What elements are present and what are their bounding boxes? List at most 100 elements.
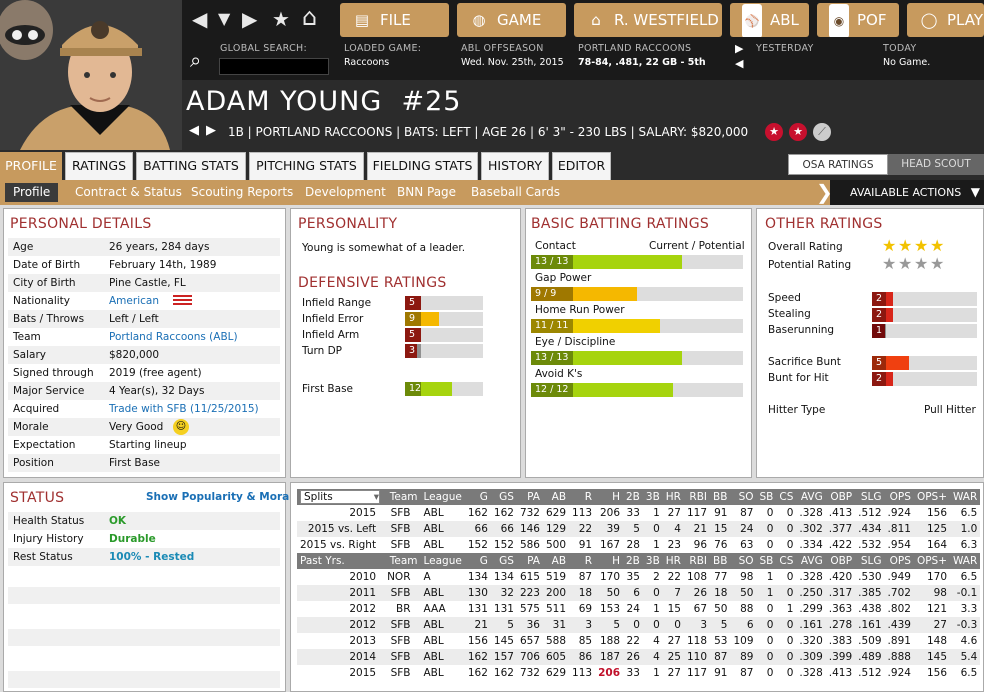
next-player-icon[interactable]: ▶ bbox=[206, 123, 216, 138]
stats-cell: 66 bbox=[490, 521, 517, 537]
stats-cell: 4 bbox=[642, 649, 663, 665]
empty-row bbox=[8, 587, 280, 604]
tab-ratings[interactable]: RATINGS bbox=[65, 152, 133, 180]
stats-cell: 24 bbox=[730, 521, 757, 537]
stats-cell: 32 bbox=[490, 585, 517, 601]
personal-value: 26 years, 284 days bbox=[109, 241, 210, 253]
team-record: 78-84, .481, 22 GB - 5th bbox=[578, 57, 706, 68]
stats-cell: .363 bbox=[828, 603, 853, 615]
prev-day-arrow-icon[interactable]: ◀ bbox=[735, 57, 744, 70]
search-input[interactable] bbox=[219, 58, 329, 75]
personal-key: Signed through bbox=[13, 367, 94, 379]
subtab-profile[interactable]: Profile bbox=[5, 183, 59, 202]
stats-cell: 6 bbox=[730, 617, 757, 633]
personal-value[interactable]: Trade with SFB (11/25/2015) bbox=[109, 403, 259, 415]
stats-cell: 146 bbox=[516, 521, 543, 537]
personal-value[interactable]: Portland Raccoons (ABL) bbox=[109, 331, 238, 343]
overall-star-icon: ★ bbox=[930, 236, 945, 255]
stats-cell: 50 bbox=[730, 585, 757, 601]
stats-cell: 21 bbox=[683, 521, 711, 537]
back-arrow-icon[interactable]: ◀ bbox=[192, 7, 208, 31]
stats-cell: .420 bbox=[828, 571, 853, 583]
stats-cell: 109 bbox=[733, 635, 754, 647]
stats-row: 2014 SFB ABL 162 157 706 605 86 187 26 4 25 110 87 89 0… bbox=[297, 649, 981, 665]
personal-value[interactable]: American bbox=[109, 295, 159, 307]
next-day-arrow-icon[interactable]: ▶ bbox=[735, 42, 744, 55]
status-row: Health Status OK bbox=[8, 512, 280, 530]
tab-batting-stats[interactable]: BATTING STATS bbox=[136, 152, 246, 180]
personal-value: 2019 (free agent) bbox=[109, 367, 202, 379]
stats-cell: 121 bbox=[926, 603, 947, 615]
stats-cell: 0 bbox=[642, 617, 663, 633]
stats-cell: 0 bbox=[786, 507, 794, 519]
stats-cell: 87 bbox=[740, 507, 754, 519]
stats-cell: .802 bbox=[887, 603, 911, 615]
subtab-baseball-cards[interactable]: Baseball Cards bbox=[471, 185, 560, 199]
forward-arrow-icon[interactable]: ▶ bbox=[242, 7, 258, 31]
available-actions-button[interactable]: AVAILABLE ACTIONS ▼ bbox=[830, 180, 984, 205]
stats-cell: 629 bbox=[545, 667, 567, 679]
game-button[interactable]: ◍ GAME bbox=[457, 3, 566, 37]
manager-button[interactable]: ⌂ R. WESTFIELD bbox=[574, 3, 722, 37]
splits-select[interactable]: Splits ▾ bbox=[300, 490, 380, 504]
dropdown-arrow-icon[interactable]: ▼ bbox=[218, 9, 231, 28]
stats-cell: 156 bbox=[467, 635, 488, 647]
tab-editor[interactable]: EDITOR bbox=[552, 152, 611, 180]
stats-cell: 1 bbox=[766, 571, 774, 583]
stats-cell: 87 bbox=[740, 667, 754, 679]
star-icon[interactable]: ★ bbox=[272, 7, 290, 31]
status-value: 100% - Rested bbox=[109, 551, 195, 563]
subtab-scouting-reports[interactable]: Scouting Reports bbox=[191, 185, 294, 199]
batting-rating-label: Gap Power bbox=[535, 272, 592, 284]
prev-player-icon[interactable]: ◀ bbox=[189, 123, 199, 138]
batting-rating-bar-fill bbox=[531, 319, 660, 333]
stats-cell: 98 bbox=[740, 571, 754, 583]
stats-cell: 605 bbox=[542, 649, 570, 665]
play-button[interactable]: ◯ PLAY bbox=[907, 3, 984, 37]
show-popularity-link[interactable]: Show Popularity & Morale bbox=[146, 491, 300, 503]
osa-ratings-toggle[interactable]: OSA RATINGS bbox=[788, 154, 888, 175]
stats-cell: 2015 bbox=[349, 667, 377, 679]
stats-cell: 2015 vs. Right bbox=[300, 539, 377, 551]
stats-cell: .399 bbox=[825, 649, 856, 665]
tab-fielding-stats[interactable]: FIELDING STATS bbox=[367, 152, 478, 180]
stats-cell: 91 bbox=[578, 539, 593, 551]
file-button[interactable]: ▤ FILE bbox=[340, 3, 449, 37]
empty-row bbox=[8, 629, 280, 646]
subtab-bnn-page[interactable]: BNN Page bbox=[397, 185, 457, 199]
search-icon[interactable]: ⌕ bbox=[190, 48, 202, 72]
status-title: STATUS bbox=[10, 490, 65, 506]
potential-star-icon: ★ bbox=[930, 254, 945, 273]
tab-pitching-stats[interactable]: PITCHING STATS bbox=[249, 152, 364, 180]
stats-row: 2012 SFB ABL 21 5 36 31 3 5 0 0 0 3 5 6 0 0.161.278.161.… bbox=[297, 617, 981, 633]
team-button[interactable]: ◉ POF bbox=[817, 3, 899, 37]
season-date: Wed. Nov. 25th, 2015 bbox=[461, 57, 564, 68]
stats-cell: 98 bbox=[913, 585, 950, 601]
stats-cell: 153 bbox=[599, 603, 620, 615]
stats-cell: 0 bbox=[642, 585, 663, 601]
stats-cell: .334 bbox=[799, 539, 823, 551]
stats-cell: 588 bbox=[545, 635, 567, 647]
stats-cell: 15 bbox=[710, 521, 731, 537]
stats-cell: .434 bbox=[855, 521, 885, 537]
stats-cell: 86 bbox=[569, 649, 596, 665]
tab-profile[interactable]: PROFILE bbox=[0, 152, 62, 180]
other-rating-bar-value: 2 bbox=[872, 292, 886, 306]
tab-history[interactable]: HISTORY bbox=[481, 152, 549, 180]
head-scout-toggle[interactable]: HEAD SCOUT bbox=[888, 154, 984, 175]
defensive-rating-label: Infield Arm bbox=[302, 329, 360, 341]
stats-header-cell[interactable]: Splits ▾ bbox=[297, 489, 385, 505]
other-rating-label: Bunt for Hit bbox=[768, 372, 829, 384]
stats-cell: 0 bbox=[786, 539, 794, 551]
smiley-icon: ☺ bbox=[173, 419, 189, 435]
stats-cell: BR bbox=[396, 603, 411, 615]
home-icon[interactable]: ⌂ bbox=[302, 3, 318, 31]
personal-row: Team Portland Raccoons (ABL) bbox=[8, 328, 280, 346]
stats-row: 2012 BR AAA 131 131 575 511 69 153 24 1 15 67 50 88 0 1.… bbox=[297, 601, 980, 617]
subtab-contract-status[interactable]: Contract & Status bbox=[75, 185, 182, 199]
subtab-development[interactable]: Development bbox=[305, 185, 386, 199]
stats-cell: A bbox=[423, 571, 431, 583]
league-button[interactable]: ⚾ ABL bbox=[730, 3, 809, 37]
stats-header-cell: League bbox=[420, 553, 465, 569]
stats-cell: 4 bbox=[662, 521, 684, 537]
